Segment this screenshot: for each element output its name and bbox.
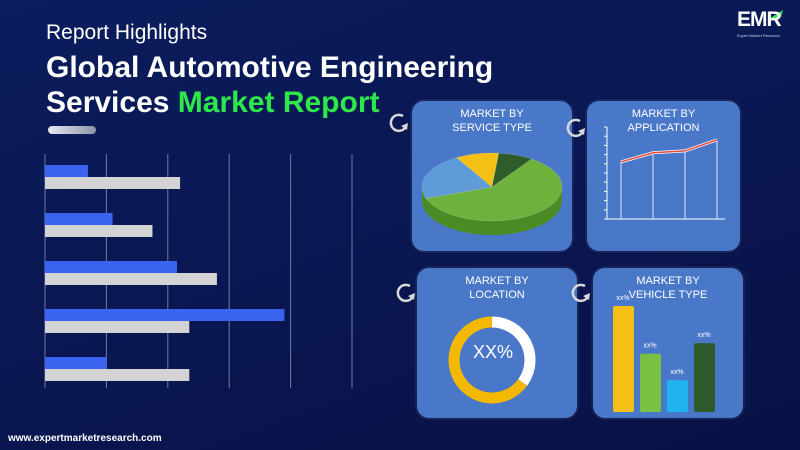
- vehicle-bar: [694, 343, 715, 412]
- card-title-application-line2: APPLICATION: [627, 122, 700, 134]
- card-title-service-type-line1: MARKET BY: [460, 108, 524, 120]
- bar-series2: [45, 273, 217, 285]
- line-series: [620, 139, 718, 163]
- report-title-line1: Global Automotive Engineering: [46, 51, 494, 84]
- vehicle-bar: [640, 353, 661, 412]
- curved-arrow-icon: [566, 118, 585, 138]
- logo-arrow-icon: [767, 10, 787, 20]
- donut-segment: [491, 316, 536, 386]
- bar-series1: [45, 165, 88, 177]
- card-title-vehicle-type-line2: VEHICLE TYPE: [628, 289, 708, 301]
- card-title-location-line1: MARKET BY: [465, 275, 529, 287]
- pie-slice: [425, 158, 563, 222]
- bar-series2: [45, 225, 153, 237]
- vehicle-bar-label: xx%: [670, 369, 683, 376]
- pie-slice: [456, 152, 500, 188]
- card-title-location-line2: LOCATION: [469, 289, 525, 301]
- bar-series2: [45, 321, 190, 333]
- vehicle-bar-label: xx%: [697, 332, 710, 339]
- card-title-service-type-line2: SERVICE TYPE: [452, 122, 532, 134]
- footer-website-link[interactable]: www.expertmarketresearch.com: [8, 433, 162, 444]
- curved-arrow-icon: [571, 283, 590, 303]
- vehicle-bar-label: xx%: [643, 343, 656, 350]
- card-location: MARKET BY LOCATION: [417, 268, 577, 418]
- horizontal-bar-chart: [44, 154, 353, 388]
- decorative-pill: [48, 126, 96, 134]
- card-application: MARKET BY APPLICATION: [587, 101, 740, 251]
- vehicle-bar-label: xx%: [616, 295, 629, 302]
- bar-series1: [45, 309, 285, 321]
- vehicle-bar: [613, 306, 634, 412]
- application-line-chart: [604, 126, 725, 220]
- bar-chart-bars: [45, 165, 285, 381]
- pie-slice: [421, 157, 493, 199]
- curved-arrow-icon: [396, 283, 415, 303]
- vehicle-bar: [667, 380, 688, 412]
- card-title-vehicle-type-line1: MARKET BY: [636, 275, 700, 287]
- donut-center-label: XX%: [472, 342, 514, 362]
- bar-series1: [45, 213, 113, 225]
- card-vehicle-type: MARKET BY VEHICLE TYPE xx% xx% xx% xx%: [593, 268, 743, 418]
- report-title-line2-white: Services: [46, 86, 178, 119]
- bar-series1: [45, 261, 178, 273]
- emr-logo[interactable]: EMR Expert Market Research: [737, 8, 793, 38]
- curved-arrow-icon: [389, 113, 408, 133]
- report-title-line2: Services Market Report: [46, 86, 380, 120]
- service-type-pie-chart: [421, 152, 563, 235]
- logo-text: EMR: [737, 8, 782, 31]
- card-title-application-line1: MARKET BY: [631, 108, 696, 120]
- pie-slice: [491, 152, 533, 188]
- location-donut-chart: [448, 316, 536, 404]
- bar-series2: [45, 369, 190, 381]
- bar-series1: [45, 357, 107, 369]
- report-title-accent: Market Report: [177, 86, 380, 119]
- vehicle-type-bar-chart: xx% xx% xx% xx%: [613, 295, 715, 412]
- bar-series2: [45, 177, 181, 189]
- line-series-shadow: [620, 138, 718, 164]
- donut-segment: [448, 316, 528, 404]
- card-service-type: MARKET BY SERVICE TYPE: [412, 101, 572, 251]
- pie-side: [422, 187, 562, 235]
- eyebrow-heading: Report Highlights: [46, 21, 208, 44]
- logo-subtext: Expert Market Research: [737, 33, 781, 38]
